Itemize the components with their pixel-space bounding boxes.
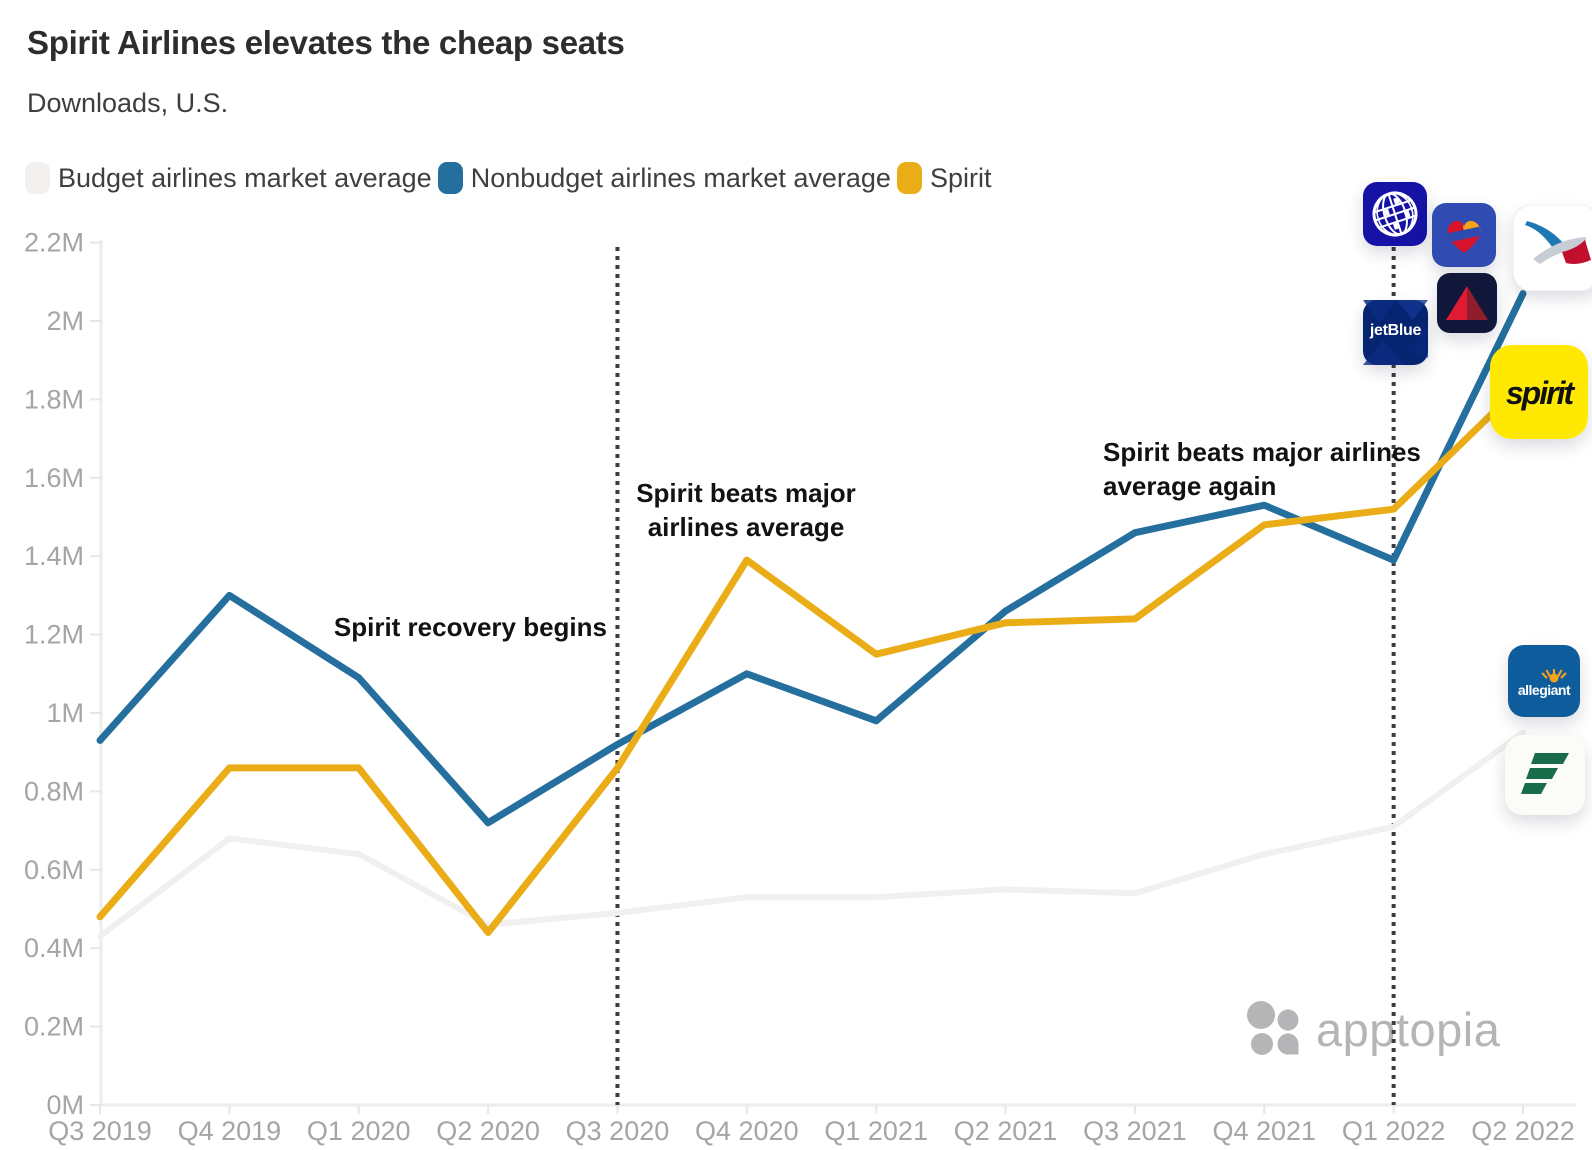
x-tick-label: Q3 2020	[566, 1116, 670, 1146]
y-tick-label: 2.2M	[24, 228, 84, 258]
legend-swatch-budget	[25, 162, 50, 194]
annotation-line: airlines average	[647, 512, 845, 542]
page-title: Spirit Airlines elevates the cheap seats	[27, 24, 625, 61]
series-line-spirit	[96, 380, 1527, 936]
x-tick-label: Q4 2019	[178, 1116, 282, 1146]
apptopia-logo-icon	[1247, 1001, 1299, 1055]
watermark-text: apptopia	[1316, 1002, 1501, 1056]
legend-item-nonbudget: Nonbudget airlines market average	[437, 162, 891, 194]
spirit-app-icon: spirit	[1490, 345, 1588, 439]
chart-subtitle: Downloads, U.S.	[27, 88, 229, 118]
american-airlines-app-icon	[1513, 205, 1592, 291]
y-tick-label: 1.2M	[24, 620, 84, 650]
y-tick-label: 0M	[46, 1090, 84, 1120]
x-tick-label: Q2 2021	[954, 1116, 1058, 1146]
legend-label-nonbudget: Nonbudget airlines market average	[470, 162, 891, 193]
legend-item-budget: Budget airlines market average	[25, 162, 432, 194]
y-tick-label: 1.6M	[24, 463, 84, 493]
legend-swatch-nonbudget	[437, 162, 463, 194]
y-tick-label: 1.8M	[24, 384, 84, 414]
apptopia-watermark: apptopia	[1246, 1000, 1500, 1058]
annotation-line: Spirit beats major	[636, 478, 856, 508]
allegiant-app-icon: allegiant	[1508, 645, 1580, 717]
legend: Budget airlines market average Nonbudget…	[25, 162, 997, 194]
x-tick-label: Q4 2020	[695, 1116, 799, 1146]
x-tick-label: Q4 2021	[1212, 1116, 1316, 1146]
southwest-airlines-app-icon	[1432, 203, 1496, 267]
x-tick-label: Q1 2021	[824, 1116, 928, 1146]
legend-label-budget: Budget airlines market average	[58, 162, 432, 193]
united-airlines-app-icon	[1363, 182, 1427, 246]
allegiant-icon-label: allegiant	[1517, 682, 1571, 698]
y-tick-label: 0.4M	[24, 933, 84, 963]
y-tick-label: 0.6M	[24, 855, 84, 885]
legend-swatch-spirit	[896, 162, 922, 194]
y-tick-label: 0.2M	[24, 1012, 84, 1042]
x-tick-label: Q1 2022	[1342, 1116, 1446, 1146]
annotation-recovery: Spirit recovery begins	[333, 612, 607, 642]
x-tick-label: Q2 2022	[1471, 1116, 1575, 1146]
series-line-nonbudget-airlines-market-average	[96, 290, 1527, 827]
y-tick-label: 1M	[46, 698, 84, 728]
jetblue-icon-label: jetBlue	[1369, 322, 1422, 339]
legend-label-spirit: Spirit	[929, 162, 992, 193]
y-tick-label: 1.4M	[24, 541, 84, 571]
annotation-line: average again	[1103, 471, 1277, 501]
delta-app-icon	[1437, 273, 1497, 333]
y-tick-label: 2M	[46, 306, 84, 336]
x-tick-label: Q3 2021	[1083, 1116, 1187, 1146]
annotation-line: Spirit beats major airlines	[1103, 437, 1421, 467]
series-line-budget-airlines-market-average	[97, 729, 1526, 940]
x-tick-label: Q2 2020	[436, 1116, 540, 1146]
annotation-beats-average-again: Spirit beats major airlines average agai…	[1103, 435, 1421, 503]
jetblue-app-icon: jetBlue	[1363, 300, 1428, 365]
spirit-icon-label: spirit	[1505, 375, 1574, 411]
frontier-app-icon	[1505, 735, 1585, 815]
annotation-beats-average: Spirit beats major airlines average	[600, 476, 892, 544]
y-tick-label: 0.8M	[24, 776, 84, 806]
x-tick-label: Q3 2019	[48, 1116, 152, 1146]
x-tick-label: Q1 2020	[307, 1116, 411, 1146]
legend-item-spirit: Spirit	[896, 162, 992, 194]
